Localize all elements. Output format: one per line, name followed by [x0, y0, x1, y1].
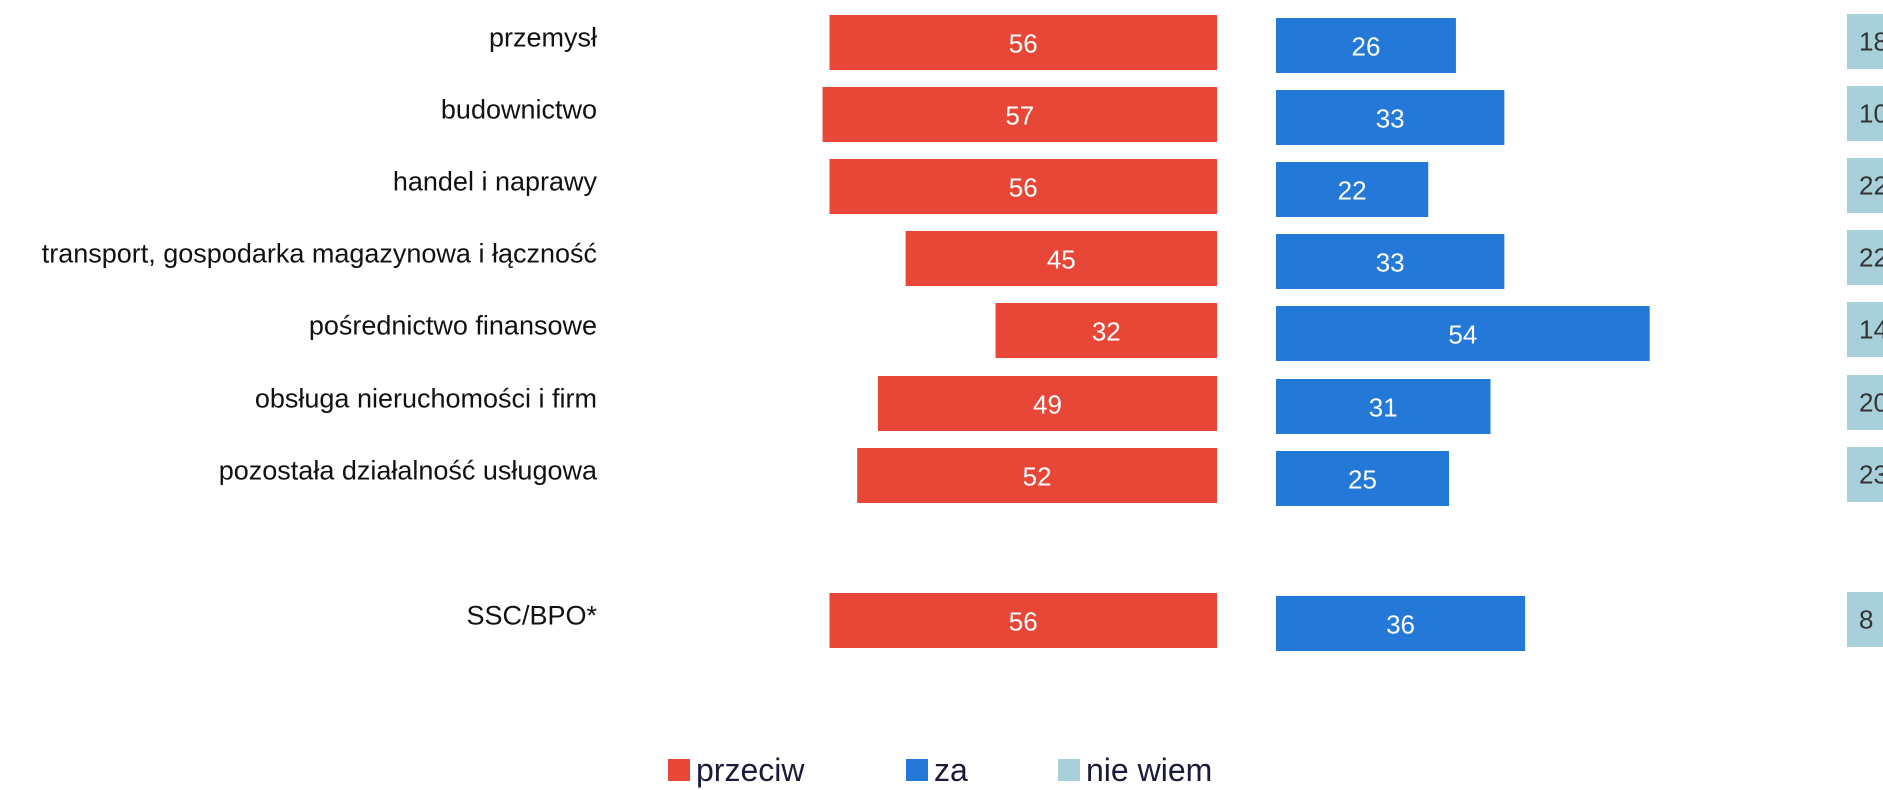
data-label-za-3: 22 — [1338, 176, 1367, 206]
data-label-nie-wiem-3: 22 — [1859, 171, 1883, 201]
data-label-nie-wiem-4: 22 — [1859, 243, 1883, 273]
bar-za-4 — [1276, 234, 1505, 289]
data-label-nie-wiem-1: 18 — [1859, 27, 1883, 57]
category-label-budownictwo: budownictwo — [441, 95, 597, 125]
data-label-przeciw-7: 52 — [1023, 462, 1052, 492]
data-label-nie-wiem-2: 10 — [1859, 99, 1883, 129]
legend: przeciw za nie wiem — [668, 754, 1212, 786]
category-labels: przemysł budownictwo handel i naprawy trans… — [42, 23, 598, 631]
data-label-przeciw-4: 45 — [1047, 245, 1076, 275]
data-label-za-6: 31 — [1369, 393, 1398, 423]
bar-przeciw-3 — [829, 159, 1217, 214]
category-label-ssc-bpo: SSC/BPO* — [466, 601, 597, 631]
legend-label-nie-wiem: nie wiem — [1086, 752, 1213, 788]
data-label-przeciw-2: 57 — [1005, 101, 1034, 131]
category-label-handel-i-naprawy: handel i naprawy — [393, 167, 598, 197]
bar-nie-wiem-6 — [1847, 375, 1883, 430]
bar-przeciw-8 — [829, 593, 1217, 648]
data-label-za-5: 54 — [1448, 320, 1477, 350]
data-label-za-1: 26 — [1351, 32, 1380, 62]
series-przeciw: 56 57 56 45 32 49 52 56 — [822, 15, 1217, 648]
legend-item-nie-wiem: nie wiem — [1058, 754, 1212, 786]
bar-za-3 — [1276, 162, 1429, 217]
bar-przeciw-2 — [822, 87, 1217, 142]
legend-item-przeciw: przeciw — [668, 754, 906, 786]
category-label-posrednictwo-finansowe: pośrednictwo finansowe — [309, 311, 597, 341]
bar-za-6 — [1276, 379, 1491, 434]
series-nie-wiem: 18 10 22 22 14 20 23 8 — [1847, 14, 1883, 647]
data-label-nie-wiem-5: 14 — [1859, 315, 1883, 345]
bar-przeciw-7 — [857, 448, 1217, 503]
data-label-nie-wiem-7: 23 — [1859, 460, 1883, 490]
legend-swatch-za — [906, 759, 928, 781]
bar-nie-wiem-2 — [1847, 86, 1883, 141]
bar-nie-wiem-5 — [1847, 302, 1883, 357]
category-label-obsluga-nieruchomosci-i-firm: obsługa nieruchomości i firm — [255, 384, 597, 414]
bar-nie-wiem-4 — [1847, 230, 1883, 285]
bar-przeciw-6 — [877, 376, 1217, 431]
bar-za-7 — [1276, 451, 1449, 506]
legend-swatch-przeciw — [668, 759, 690, 781]
bar-za-8 — [1276, 596, 1526, 651]
legend-label-przeciw: przeciw — [696, 752, 805, 788]
legend-swatch-nie-wiem — [1058, 759, 1080, 781]
data-label-przeciw-3: 56 — [1009, 173, 1038, 203]
data-label-nie-wiem-8: 8 — [1859, 605, 1873, 635]
bar-nie-wiem-7 — [1847, 447, 1883, 502]
legend-label-za: za — [934, 752, 968, 788]
bar-przeciw-1 — [829, 15, 1217, 70]
series-za: 26 33 22 33 54 31 25 36 — [1276, 18, 1650, 651]
bar-za-5 — [1276, 306, 1650, 361]
data-label-przeciw-1: 56 — [1009, 29, 1038, 59]
bar-przeciw-5 — [995, 303, 1217, 358]
bar-nie-wiem-1 — [1847, 14, 1883, 69]
bar-przeciw-4 — [905, 231, 1217, 286]
bar-za-2 — [1276, 90, 1505, 145]
data-label-przeciw-5: 32 — [1092, 317, 1121, 347]
data-label-za-7: 25 — [1348, 465, 1377, 495]
legend-item-za: za — [906, 754, 1058, 786]
data-label-przeciw-8: 56 — [1009, 607, 1038, 637]
data-label-za-4: 33 — [1376, 248, 1405, 278]
data-label-przeciw-6: 49 — [1033, 390, 1062, 420]
bar-za-1 — [1276, 18, 1456, 73]
data-label-za-2: 33 — [1376, 104, 1405, 134]
bar-nie-wiem-3 — [1847, 158, 1883, 213]
category-label-pozostala-dzialalnosc-uslugowa: pozostała działalność usługowa — [219, 456, 598, 486]
data-label-nie-wiem-6: 20 — [1859, 388, 1883, 418]
data-label-za-8: 36 — [1386, 610, 1415, 640]
category-label-transport-gospodarka-magazynowa-i-lacznosc: transport, gospodarka magazynowa i łączn… — [42, 239, 597, 269]
bar-nie-wiem-8 — [1847, 592, 1883, 647]
category-label-przemysl: przemysł — [489, 23, 597, 53]
